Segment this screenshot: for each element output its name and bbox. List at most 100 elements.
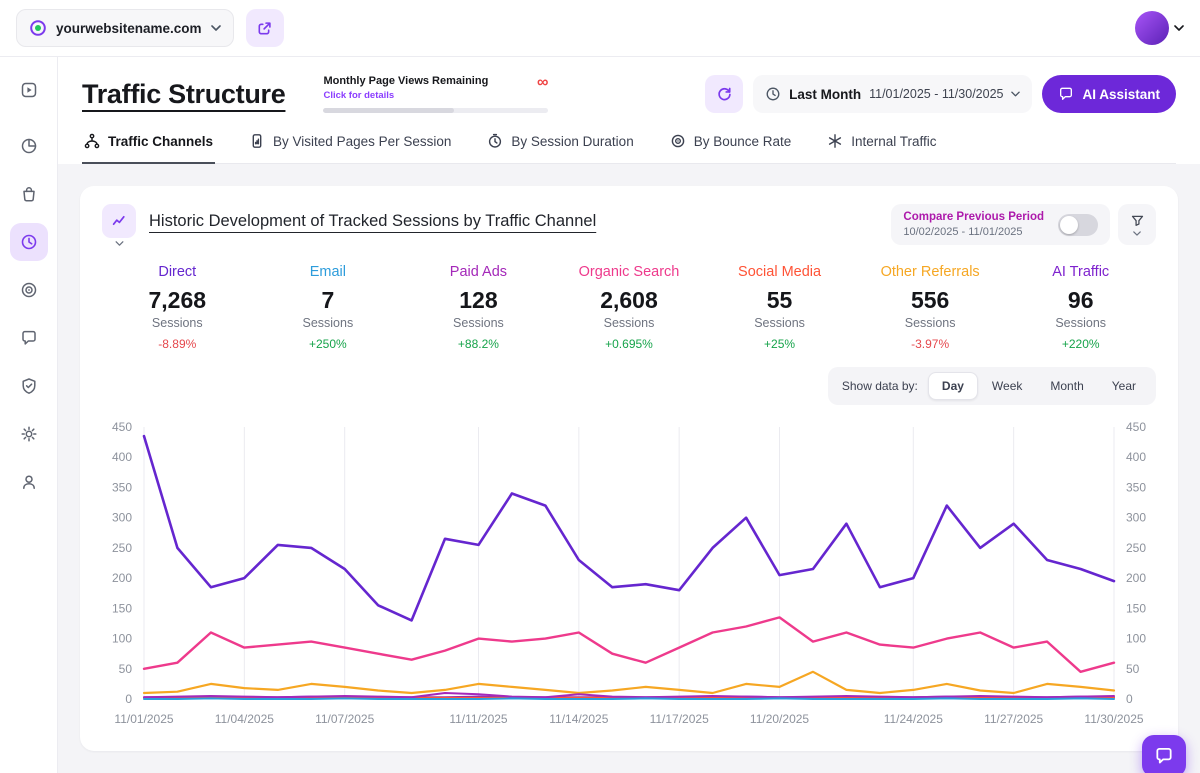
sessions-count: 96 — [1067, 287, 1094, 313]
sidebar-item-privacy[interactable] — [10, 367, 48, 405]
tab-label: Internal Traffic — [851, 133, 937, 149]
avatar — [1135, 11, 1169, 45]
tab-label: By Visited Pages Per Session — [273, 133, 452, 149]
website-selector[interactable]: yourwebsitename.com — [16, 9, 234, 47]
svg-text:400: 400 — [1126, 450, 1146, 464]
channel-name: Organic Search — [578, 264, 680, 280]
channel-name: Paid Ads — [449, 264, 508, 280]
show-data-by-control: Show data by: Day Week Month Year — [827, 367, 1156, 405]
granularity-month[interactable]: Month — [1050, 379, 1084, 393]
sidebar-item-ecommerce[interactable] — [10, 175, 48, 213]
svg-text:300: 300 — [112, 511, 132, 525]
svg-text:250: 250 — [1126, 541, 1146, 555]
granularity-day[interactable]: Day — [927, 372, 978, 400]
chat-bubble-icon — [1154, 746, 1174, 766]
svg-text:450: 450 — [1126, 420, 1146, 434]
filter-button[interactable] — [1118, 204, 1156, 245]
content-area: Historic Development of Tracked Sessions… — [58, 164, 1200, 773]
user-icon — [20, 473, 38, 491]
stat-email[interactable]: Email 7 Sessions +250% — [253, 264, 404, 351]
compare-toggle[interactable] — [1058, 213, 1098, 236]
sessions-clock-icon — [20, 233, 38, 251]
progress-fill — [323, 108, 454, 113]
tab-internal-traffic[interactable]: Internal Traffic — [825, 133, 938, 164]
compare-label: Compare Previous Period — [903, 211, 1044, 223]
chevron-down-icon[interactable] — [115, 241, 124, 246]
page-header: Traffic Structure Monthly Page Views Rem… — [58, 57, 1200, 164]
refresh-button[interactable] — [705, 75, 744, 113]
svg-text:11/24/2025: 11/24/2025 — [884, 712, 943, 726]
open-website-button[interactable] — [245, 9, 284, 47]
play-square-icon — [20, 81, 38, 99]
top-bar: yourwebsitename.com — [0, 0, 1200, 57]
shield-check-icon — [20, 377, 38, 395]
tab-bounce-rate[interactable]: By Bounce Rate — [668, 133, 794, 164]
brand-logo-icon — [29, 19, 47, 37]
svg-text:100: 100 — [1126, 632, 1146, 646]
page-views-details-link[interactable]: Click for details — [323, 90, 395, 101]
change-percent: -8.89% — [158, 337, 197, 351]
line-chart-icon — [102, 204, 136, 238]
svg-text:100: 100 — [112, 632, 132, 646]
card-title: Historic Development of Tracked Sessions… — [149, 212, 597, 230]
infinity-value: ∞ — [537, 74, 549, 91]
sidebar-item-behavior[interactable] — [10, 271, 48, 309]
period-label: Last Month — [789, 86, 862, 102]
sidebar-item-settings[interactable] — [10, 415, 48, 453]
sidebar-item-launch[interactable] — [10, 71, 48, 109]
tab-session-duration[interactable]: By Session Duration — [485, 133, 635, 164]
tab-traffic-channels[interactable]: Traffic Channels — [82, 133, 216, 164]
stat-paid-ads[interactable]: Paid Ads 128 Sessions +88.2% — [403, 264, 554, 351]
traffic-channels-card: Historic Development of Tracked Sessions… — [80, 186, 1178, 751]
svg-text:200: 200 — [112, 571, 132, 585]
sidebar-item-traffic-structure[interactable] — [9, 223, 48, 261]
sessions-unit: Sessions — [603, 316, 655, 330]
period-range: 11/01/2025 - 11/30/2025 — [869, 87, 1004, 101]
sessions-count: 128 — [459, 287, 498, 313]
sidebar-item-visitors[interactable] — [10, 463, 48, 501]
svg-text:11/14/2025: 11/14/2025 — [549, 712, 608, 726]
target-icon — [20, 281, 38, 299]
session-duration-icon — [487, 133, 503, 149]
svg-text:11/17/2025: 11/17/2025 — [650, 712, 709, 726]
show-data-by-label: Show data by: — [841, 379, 918, 393]
tab-label: Traffic Channels — [108, 133, 214, 149]
sessions-count: 7,268 — [148, 287, 207, 313]
ai-assistant-label: AI Assistant — [1082, 86, 1160, 102]
sessions-count: 556 — [910, 287, 950, 313]
stat-organic-search[interactable]: Organic Search 2,608 Sessions +0.695% — [554, 264, 705, 351]
stat-other-referrals[interactable]: Other Referrals 556 Sessions -3.97% — [855, 264, 1006, 351]
granularity-year[interactable]: Year — [1111, 379, 1136, 393]
stat-ai-traffic[interactable]: AI Traffic 96 Sessions +220% — [1005, 264, 1156, 351]
sessions-unit: Sessions — [302, 316, 354, 330]
sidebar-item-communication[interactable] — [10, 319, 48, 357]
stat-social-media[interactable]: Social Media 55 Sessions +25% — [704, 264, 855, 351]
sessions-line-chart: 0 0 50 50 100 100 150 150 200 200 250 250 300 300 350 3… — [102, 415, 1156, 733]
stat-direct[interactable]: Direct 7,268 Sessions -8.89% — [102, 264, 253, 351]
traffic-channels-icon — [84, 133, 100, 149]
sessions-unit: Sessions — [151, 316, 203, 330]
svg-text:11/20/2025: 11/20/2025 — [750, 712, 809, 726]
tab-visited-pages[interactable]: By Visited Pages Per Session — [247, 133, 453, 164]
account-menu[interactable] — [1135, 11, 1184, 45]
external-link-icon — [256, 20, 273, 37]
svg-text:50: 50 — [1126, 662, 1140, 676]
sessions-count: 7 — [321, 287, 335, 313]
date-range-selector[interactable]: Last Month 11/01/2025 - 11/30/2025 — [753, 75, 1033, 113]
website-name: yourwebsitename.com — [56, 20, 202, 36]
svg-text:11/11/2025: 11/11/2025 — [449, 712, 508, 726]
channel-stats-row: Direct 7,268 Sessions -8.89% Email 7 Ses… — [102, 264, 1156, 351]
sidebar-item-dashboard[interactable] — [10, 127, 48, 165]
ai-assistant-button[interactable]: AI Assistant — [1042, 75, 1176, 113]
change-percent: +250% — [309, 337, 347, 351]
sessions-unit: Sessions — [754, 316, 805, 330]
svg-text:400: 400 — [112, 450, 132, 464]
channel-name: Email — [309, 264, 346, 280]
granularity-week[interactable]: Week — [991, 379, 1023, 393]
funnel-icon — [1130, 213, 1145, 228]
svg-text:11/04/2025: 11/04/2025 — [215, 712, 274, 726]
chevron-down-icon — [1133, 231, 1141, 236]
support-chat-button[interactable] — [1142, 735, 1186, 773]
tab-label: By Session Duration — [511, 133, 634, 149]
svg-text:0: 0 — [1126, 692, 1133, 706]
